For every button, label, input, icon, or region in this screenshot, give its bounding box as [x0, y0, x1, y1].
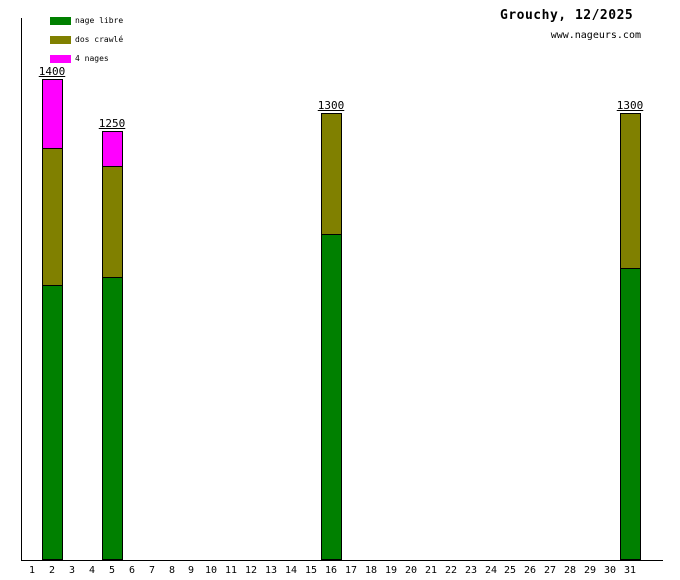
- x-axis-label-day-12: 12: [244, 565, 258, 576]
- legend-swatch-nage-libre-icon: [50, 17, 71, 25]
- bar-segment-dos-crawle: [103, 166, 122, 277]
- x-axis-label-day-9: 9: [187, 565, 195, 576]
- bar-day-2: [42, 79, 63, 560]
- x-axis-label-day-18: 18: [364, 565, 378, 576]
- x-axis-label-day-20: 20: [404, 565, 418, 576]
- bar-day-16: [321, 113, 342, 560]
- legend: nage libre dos crawlé 4 nages: [50, 17, 123, 74]
- x-axis-label-day-1: 1: [28, 565, 36, 576]
- x-axis-label-day-2: 2: [48, 565, 56, 576]
- legend-item-nage-libre: nage libre: [50, 17, 123, 25]
- legend-label: nage libre: [75, 16, 124, 25]
- x-axis-label-day-19: 19: [384, 565, 398, 576]
- bar-segment-4-nages: [103, 132, 122, 166]
- bar-segment-dos-crawle: [43, 148, 62, 285]
- x-axis-label-day-14: 14: [284, 565, 298, 576]
- legend-swatch-dos-crawle-icon: [50, 36, 71, 44]
- chart-title: Grouchy, 12/2025: [500, 8, 634, 23]
- legend-swatch-4-nages-icon: [50, 55, 71, 63]
- x-axis-label-day-28: 28: [563, 565, 577, 576]
- legend-label: 4 nages: [75, 54, 109, 63]
- x-axis-label-day-29: 29: [583, 565, 597, 576]
- bar-total-label-day-5: 1250: [98, 117, 126, 130]
- x-axis-label-day-3: 3: [68, 565, 76, 576]
- bar-total-label-day-2: 1400: [38, 65, 66, 78]
- bar-segment-nage-libre: [103, 277, 122, 559]
- bar-total-label-day-31: 1300: [616, 99, 644, 112]
- x-axis-label-day-17: 17: [344, 565, 358, 576]
- bar-segment-dos-crawle: [621, 114, 640, 268]
- x-axis-label-day-6: 6: [128, 565, 136, 576]
- x-axis-label-day-16: 16: [324, 565, 338, 576]
- bar-day-5: [102, 131, 123, 560]
- bar-segment-nage-libre: [621, 268, 640, 559]
- x-axis-label-day-25: 25: [503, 565, 517, 576]
- legend-label: dos crawlé: [75, 35, 124, 44]
- bar-segment-dos-crawle: [322, 114, 341, 234]
- x-axis-label-day-26: 26: [523, 565, 537, 576]
- x-axis-label-day-7: 7: [148, 565, 156, 576]
- x-axis-label-day-23: 23: [464, 565, 478, 576]
- legend-item-dos-crawle: dos crawlé: [50, 36, 123, 44]
- x-axis-label-day-24: 24: [484, 565, 498, 576]
- x-axis-label-day-8: 8: [168, 565, 176, 576]
- x-axis-label-day-30: 30: [603, 565, 617, 576]
- bar-segment-4-nages: [43, 80, 62, 148]
- x-axis-label-day-10: 10: [204, 565, 218, 576]
- y-axis-line: [21, 18, 22, 560]
- x-axis-label-day-13: 13: [264, 565, 278, 576]
- x-axis-line: [21, 560, 663, 561]
- x-axis-label-day-4: 4: [88, 565, 96, 576]
- x-axis-label-day-31: 31: [623, 565, 637, 576]
- x-axis-label-day-5: 5: [108, 565, 116, 576]
- x-axis-label-day-27: 27: [543, 565, 557, 576]
- website-label: www.nageurs.com: [550, 30, 641, 41]
- bar-segment-nage-libre: [322, 234, 341, 559]
- x-axis-label-day-21: 21: [424, 565, 438, 576]
- x-axis-label-day-15: 15: [304, 565, 318, 576]
- x-axis-label-day-22: 22: [444, 565, 458, 576]
- legend-item-4-nages: 4 nages: [50, 55, 123, 63]
- bar-day-31: [620, 113, 641, 560]
- bar-segment-nage-libre: [43, 285, 62, 559]
- x-axis-label-day-11: 11: [224, 565, 238, 576]
- bar-total-label-day-16: 1300: [317, 99, 345, 112]
